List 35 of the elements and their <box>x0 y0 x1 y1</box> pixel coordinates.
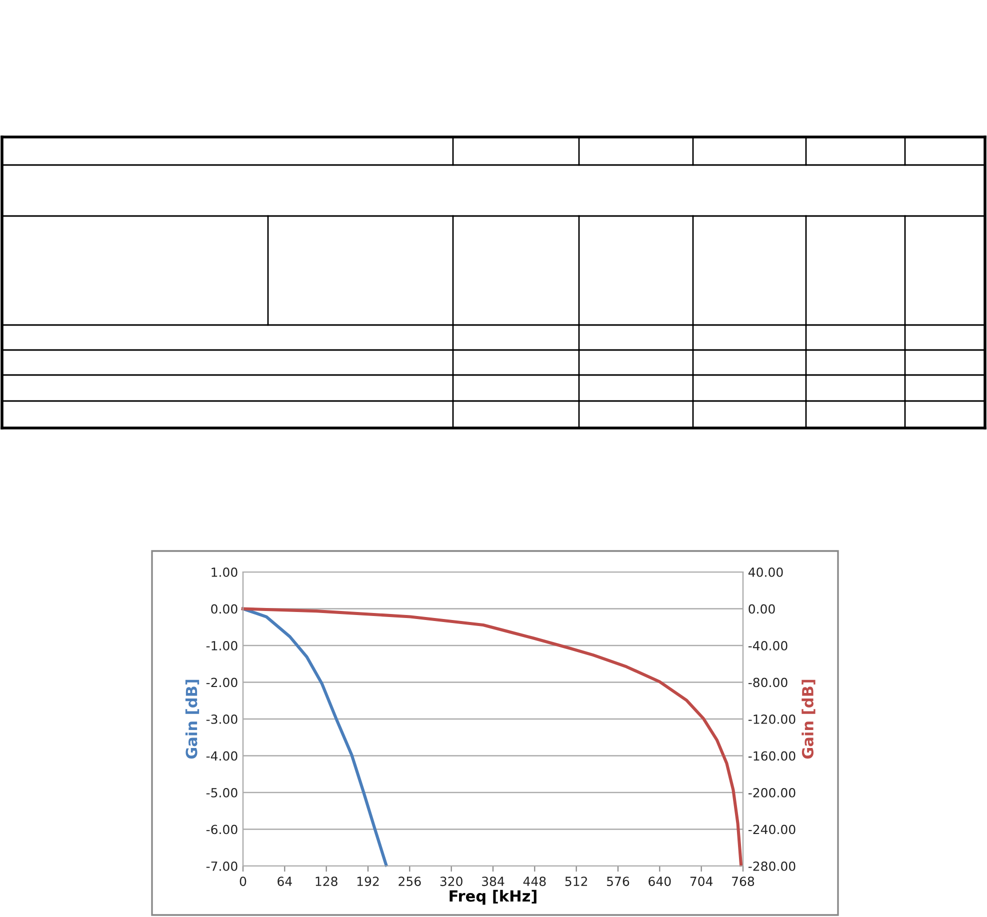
y-tick-label: -3.00 <box>206 714 238 724</box>
y2-tick-label: 0.00 <box>748 604 775 614</box>
y2-tick-label: 40.00 <box>748 567 783 577</box>
x-axis-title: Freq [kHz] <box>450 890 536 905</box>
x-tick-label: 512 <box>565 876 588 886</box>
x-tick-label: 0 <box>240 876 246 886</box>
y2-tick-label: -240.00 <box>748 824 796 834</box>
x-tick-label: 128 <box>316 876 338 886</box>
y2-tick-label: -80.00 <box>748 678 788 688</box>
line-series <box>241 607 388 867</box>
y-axis-title: Gain [dB] <box>185 680 200 759</box>
y2-tick-label: -280.00 <box>748 861 796 871</box>
y-tick-label: -1.00 <box>206 640 238 650</box>
x-tick-label: 576 <box>607 876 630 886</box>
y2-tick-label: -40.00 <box>748 640 788 650</box>
y2-tick-label: -200.00 <box>748 788 796 798</box>
y-tick-label: 0.00 <box>211 604 238 614</box>
x-tick-label: 320 <box>440 876 462 886</box>
y2-tick-label: -160.00 <box>748 751 796 761</box>
x-tick-label: 640 <box>648 876 671 886</box>
x-tick-label: 704 <box>690 876 713 886</box>
y2-axis-title: Gain [dB] <box>802 680 816 759</box>
y-tick-label: -7.00 <box>206 861 238 871</box>
y-tick-label: 1.00 <box>212 567 238 577</box>
x-tick-label: 256 <box>398 876 421 886</box>
x-tick-label: 384 <box>482 876 504 886</box>
x-tick-label: 64 <box>278 876 292 886</box>
y2-tick-label: -120.00 <box>748 714 796 724</box>
x-tick-label: 448 <box>523 876 546 886</box>
y-tick-label: -5.00 <box>206 788 238 798</box>
y-tick-label: -4.00 <box>206 751 238 761</box>
x-tick-label: 192 <box>357 876 379 886</box>
y-tick-label: -2.00 <box>206 678 238 688</box>
y-tick-label: -6.00 <box>206 824 238 834</box>
x-tick-label: 768 <box>732 876 754 886</box>
